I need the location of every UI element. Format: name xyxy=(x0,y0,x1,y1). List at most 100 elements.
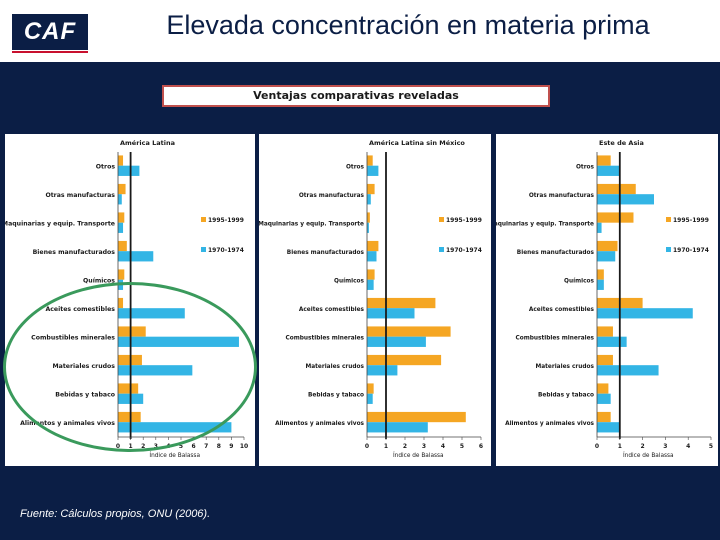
category-label: Otros xyxy=(576,164,595,170)
chart-panel-america-latina-sin-mexico: América Latina sin México Otros Otras manu… xyxy=(259,134,491,466)
bar-1995-1999-4 xyxy=(367,269,375,280)
x-tick-label: 7 xyxy=(204,443,208,450)
x-axis-label: Índice de Balassa xyxy=(393,452,444,459)
chart-title: América Latina xyxy=(120,139,175,147)
bar-1970-1974-7 xyxy=(597,365,659,376)
bar-1995-1999-8 xyxy=(367,383,374,394)
x-tick-label: 0 xyxy=(365,443,369,450)
category-label: Bienes manufacturados xyxy=(287,250,365,256)
x-tick-label: 2 xyxy=(641,443,645,450)
category-label: Bienes manufacturados xyxy=(33,249,116,256)
caf-logo: CAF xyxy=(12,14,88,50)
bar-1970-1974-1 xyxy=(367,194,371,205)
bar-1970-1974-4 xyxy=(597,279,604,290)
x-tick-label: 5 xyxy=(709,443,713,450)
legend-swatch-1970-1974 xyxy=(666,247,671,252)
legend-swatch-1970-1974 xyxy=(439,247,444,252)
bar-1995-1999-4 xyxy=(597,269,604,280)
bar-1995-1999-9 xyxy=(597,411,611,423)
bar-1970-1974-8 xyxy=(597,393,611,404)
bar-1970-1974-4 xyxy=(367,279,374,290)
x-tick-label: 5 xyxy=(179,443,183,450)
bar-1995-1999-2 xyxy=(118,212,125,223)
bar-1995-1999-3 xyxy=(118,240,127,252)
legend-label-1970-1974: 1970-1974 xyxy=(208,247,244,254)
bar-1970-1974-3 xyxy=(118,251,154,262)
title-rule xyxy=(40,62,710,64)
legend-swatch-1995-1999 xyxy=(666,217,671,222)
category-label: Maquinarias y equip. Transporte xyxy=(259,221,364,227)
bar-1970-1974-0 xyxy=(597,165,620,176)
bar-1970-1974-1 xyxy=(118,194,122,205)
bar-1995-1999-7 xyxy=(367,354,442,366)
x-axis-label: Índice de Balassa xyxy=(623,452,674,459)
bar-1995-1999-2 xyxy=(597,212,634,223)
bar-1995-1999-1 xyxy=(367,183,375,195)
bar-1995-1999-4 xyxy=(118,269,125,280)
category-label: Químicos xyxy=(564,277,594,284)
category-label: Combustibles minerales xyxy=(515,335,594,341)
chart-panel-america-latina: América Latina Otros Otras manufacturas Maq… xyxy=(5,134,255,466)
bar-1995-1999-8 xyxy=(118,383,139,394)
bar-1995-1999-1 xyxy=(118,183,126,195)
bar-1995-1999-3 xyxy=(597,240,618,252)
legend-label-1995-1999: 1995-1999 xyxy=(673,217,709,224)
bar-1995-1999-0 xyxy=(367,155,373,166)
x-tick-label: 3 xyxy=(154,443,158,450)
category-label: Alimentos y animales vivos xyxy=(505,421,594,427)
bar-1970-1974-6 xyxy=(597,336,627,347)
bar-1970-1974-3 xyxy=(597,251,616,262)
legend-swatch-1970-1974 xyxy=(201,247,206,252)
legend-label-1995-1999: 1995-1999 xyxy=(208,217,244,224)
bar-1970-1974-0 xyxy=(118,165,140,176)
source-note: Fuente: Cálculos propios, ONU (2006). xyxy=(20,508,211,520)
x-tick-label: 9 xyxy=(229,443,233,450)
x-axis-label: Índice de Balassa xyxy=(149,452,200,459)
x-tick-label: 2 xyxy=(403,443,407,450)
legend-label-1970-1974: 1970-1974 xyxy=(446,247,482,254)
logo-underline xyxy=(12,51,88,53)
bar-1995-1999-9 xyxy=(118,411,141,423)
bar-1995-1999-9 xyxy=(367,411,466,423)
category-label: Combustibles minerales xyxy=(31,334,115,341)
x-tick-label: 1 xyxy=(129,443,133,450)
bar-1995-1999-0 xyxy=(118,155,124,166)
chart-america-latina-sin-mexico: América Latina sin México Otros Otras manu… xyxy=(259,139,483,459)
category-label: Aceites comestibles xyxy=(529,307,595,313)
category-label: Otros xyxy=(96,163,116,170)
category-label: Químicos xyxy=(334,277,364,284)
x-tick-label: 1 xyxy=(384,443,388,450)
bar-1995-1999-5 xyxy=(118,297,124,309)
x-tick-label: 1 xyxy=(618,443,622,450)
bar-1995-1999-5 xyxy=(367,297,436,309)
x-tick-label: 8 xyxy=(217,443,221,450)
category-label: Materiales crudos xyxy=(305,364,364,370)
bar-1995-1999-6 xyxy=(597,326,613,337)
legend-label-1970-1974: 1970-1974 xyxy=(673,247,709,254)
chart-america-latina: América Latina Otros Otras manufacturas Maq… xyxy=(5,139,248,459)
category-label: Químicos xyxy=(83,276,115,284)
bar-1970-1974-5 xyxy=(118,308,185,319)
subtitle-box: Ventajas comparativas reveladas xyxy=(162,85,550,107)
category-label: Alimentos y animales vivos xyxy=(20,420,115,427)
bar-1995-1999-6 xyxy=(118,326,146,337)
legend-swatch-1995-1999 xyxy=(439,217,444,222)
chart-panel-este-de-asia: Este de Asia Otros Otras manufacturas Maqui… xyxy=(496,134,718,466)
legend-swatch-1995-1999 xyxy=(201,217,206,222)
x-tick-label: 10 xyxy=(240,443,248,450)
category-label: Maquinarias y equip. Transporte xyxy=(5,220,115,227)
x-tick-label: 4 xyxy=(441,443,445,450)
bar-1970-1974-6 xyxy=(118,336,239,347)
bar-1970-1974-9 xyxy=(367,422,428,433)
bar-1970-1974-7 xyxy=(367,365,398,376)
x-tick-label: 2 xyxy=(141,443,145,450)
category-label: Bebidas y tabaco xyxy=(55,391,115,398)
bar-1970-1974-5 xyxy=(367,308,415,319)
category-label: Otras manufacturas xyxy=(45,192,115,199)
category-label: Bebidas y tabaco xyxy=(308,392,364,398)
bar-1995-1999-6 xyxy=(367,326,451,337)
bar-1970-1974-5 xyxy=(597,308,693,319)
chart-title: Este de Asia xyxy=(599,139,644,147)
title-bar: CAF Elevada concentración en materia pri… xyxy=(0,0,720,62)
x-tick-label: 3 xyxy=(663,443,667,450)
